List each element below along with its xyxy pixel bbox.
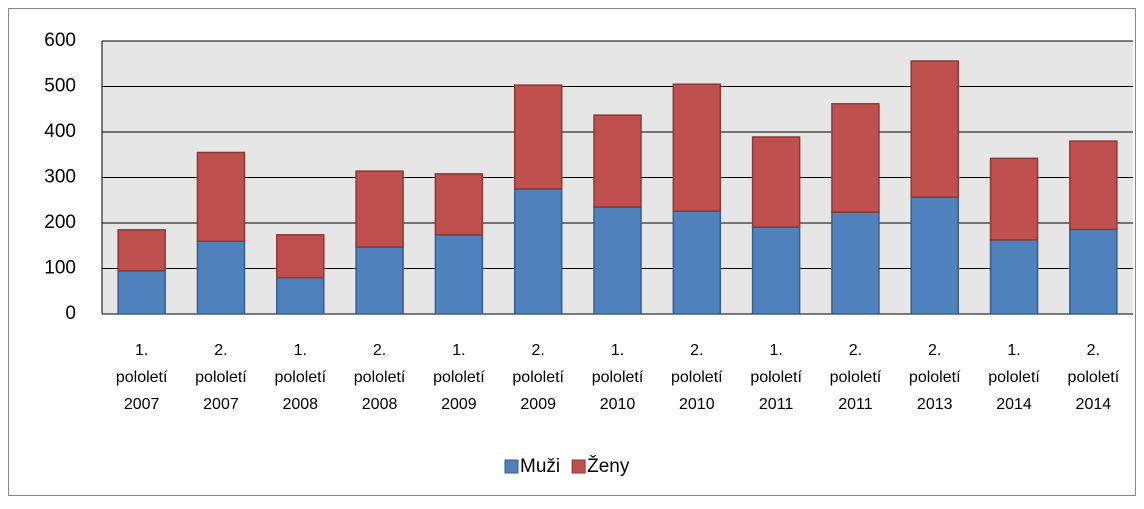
x-tick-label-line: pololetí (671, 369, 723, 386)
x-tick-label: 2. pololetí 2013 (909, 342, 961, 413)
x-tick-label: 2. pololetí 2011 (830, 342, 882, 413)
bar-segment (196, 240, 246, 315)
x-tick-label-line: 1. (135, 342, 148, 359)
bar-segment (1069, 228, 1118, 315)
x-tick-label: 1. pololetí 2014 (988, 342, 1040, 413)
x-tick-label-line: pololetí (195, 369, 247, 386)
x-tick-label-line: 2011 (838, 396, 873, 413)
x-tick-label-line: 1. (294, 342, 307, 359)
y-tick-label: 600 (44, 30, 76, 51)
x-tick-label-line: pololetí (354, 369, 406, 386)
x-tick-label-line: 2010 (679, 396, 715, 413)
x-tick-label-line: pololetí (512, 369, 564, 386)
bar-segment (196, 151, 246, 242)
x-tick-label-line: pololetí (988, 369, 1040, 386)
bar-segment (117, 270, 166, 315)
x-tick-label: 1. pololetí 2010 (592, 342, 644, 413)
x-tick-label-line: pololetí (592, 369, 644, 386)
bar-segment (593, 206, 642, 315)
bar-segment (831, 103, 880, 213)
bar-segment (831, 211, 880, 315)
x-tick-label-line: pololetí (909, 369, 961, 386)
x-tick-label-line: pololetí (433, 369, 485, 386)
bar-segment (989, 239, 1039, 315)
y-tick-label: 0 (65, 303, 76, 324)
bar-segment (672, 83, 722, 212)
x-tick-label: 2. pololetí 2009 (512, 342, 564, 413)
legend-label: Ženy (587, 455, 630, 477)
x-tick-label: 1. pololetí 2011 (750, 342, 802, 413)
x-tick-label-line: 2011 (759, 396, 794, 413)
bar-segment (593, 114, 642, 208)
legend-label: Muži (520, 456, 560, 477)
x-tick-label-line: pololetí (750, 369, 802, 386)
x-tick-label-line: 2008 (362, 396, 398, 413)
x-tick-label: 2. pololetí 2014 (1068, 342, 1120, 413)
x-tick-label-line: 2. (532, 342, 545, 359)
x-tick-label-line: 2009 (441, 396, 477, 413)
x-tick-label-line: 2. (1087, 342, 1100, 359)
bar-segment (434, 234, 484, 315)
x-tick-label-line: 2007 (203, 396, 239, 413)
bar-segment (434, 173, 484, 236)
x-tick-label-line: 2014 (996, 396, 1032, 413)
x-tick-label: 1. pololetí 2007 (116, 342, 168, 413)
x-tick-label: 2. pololetí 2008 (354, 342, 406, 413)
bar-segment (672, 210, 722, 315)
y-tick-label: 400 (44, 121, 76, 142)
x-tick-label-line: 2. (214, 342, 227, 359)
x-tick-label-line: 2008 (282, 396, 318, 413)
x-tick-label-line: 2. (928, 342, 941, 359)
x-tick-label-line: pololetí (274, 369, 326, 386)
x-tick-label-line: 2013 (917, 396, 953, 413)
bar-segment (355, 170, 404, 248)
x-tick-label-line: 2. (690, 342, 703, 359)
y-tick-label: 200 (44, 212, 76, 233)
x-tick-label-line: pololetí (1068, 369, 1120, 386)
y-tick-label: 100 (44, 258, 76, 279)
x-tick-label-line: 2. (373, 342, 386, 359)
x-tick-label-line: 1. (1007, 342, 1020, 359)
x-tick-label-line: pololetí (830, 369, 882, 386)
bar-segment (751, 136, 801, 228)
legend-swatch (504, 459, 519, 474)
bar-segment (910, 196, 959, 315)
bar-segment (989, 157, 1039, 241)
legend-swatch (571, 459, 586, 474)
x-tick-label-line: 2009 (520, 396, 556, 413)
x-tick-label-line: 2010 (600, 396, 636, 413)
x-tick-label: 2. pololetí 2010 (671, 342, 723, 413)
x-tick-label-line: pololetí (116, 369, 168, 386)
x-tick-label-line: 1. (611, 342, 624, 359)
bar-segment (513, 84, 563, 190)
x-tick-label: 1. pololetí 2009 (433, 342, 485, 413)
bar-segment (513, 188, 563, 315)
bar-segment (117, 229, 166, 272)
y-tick-label: 300 (44, 167, 76, 188)
x-tick-label-line: 1. (452, 342, 465, 359)
bar-segment (276, 234, 325, 279)
x-tick-label: 2. pololetí 2007 (195, 342, 247, 413)
bar-segment (355, 246, 404, 315)
y-tick-label: 500 (44, 76, 76, 97)
bar-segment (751, 226, 801, 315)
x-tick-label-line: 1. (769, 342, 782, 359)
x-tick-label: 1. pololetí 2008 (274, 342, 326, 413)
x-tick-label-line: 2014 (1076, 396, 1112, 413)
bar-segment (276, 276, 325, 315)
bar-segment (910, 60, 959, 198)
x-tick-label-line: 2007 (124, 396, 160, 413)
bar-segment (1069, 140, 1118, 231)
x-tick-label-line: 2. (849, 342, 862, 359)
